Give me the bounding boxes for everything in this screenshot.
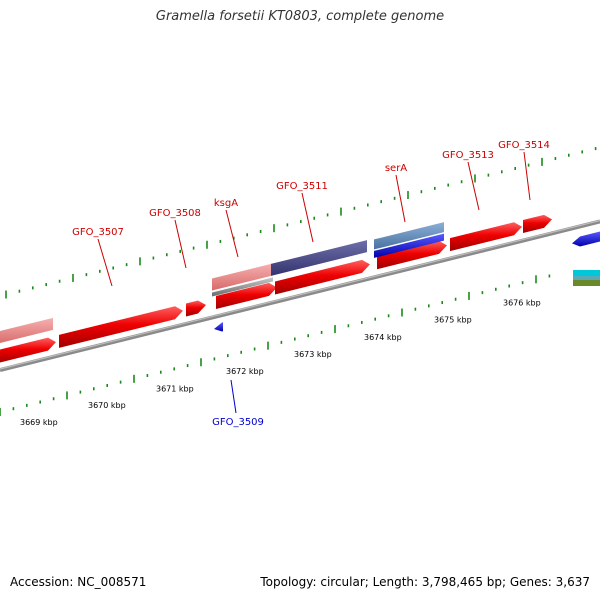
gene-leader-line: [301, 192, 314, 243]
gene-label: ksgA: [214, 198, 238, 209]
gene-steel: [374, 222, 444, 250]
gene-leader-line: [225, 209, 239, 258]
backbone-line: [0, 219, 600, 372]
gene-forward: [59, 306, 183, 348]
gene-label: GFO_3507: [72, 227, 124, 238]
gene-pseudo: [212, 263, 273, 291]
genome-summary-text: Topology: circular; Length: 3,798,465 bp…: [260, 575, 590, 589]
gene-leader-line: [230, 379, 237, 414]
gene-highlight: [271, 240, 367, 276]
gene-label: GFO_3508: [149, 208, 201, 219]
kbp-tick-label: 3669 kbp: [20, 418, 58, 427]
gene-leader-line: [97, 238, 113, 287]
gene-features: [0, 214, 600, 363]
gene-reverse: [214, 322, 223, 332]
gene-forward: [450, 222, 522, 252]
gene-forward: [186, 300, 206, 317]
gene-forward: [0, 337, 56, 363]
kbp-tick-label: 3671 kbp: [156, 384, 194, 393]
kbp-tick-label: 3673 kbp: [294, 350, 332, 359]
map-title: Gramella forsetii KT0803, complete genom…: [155, 9, 445, 24]
kbp-tick-label: 3676 kbp: [503, 299, 541, 308]
gene-forward: [275, 259, 370, 295]
gene-leader-line: [174, 219, 187, 269]
kbp-tick-label: 3672 kbp: [226, 367, 264, 376]
gene-grey-strip: [212, 277, 273, 297]
gene-forward: [216, 282, 277, 310]
gene-olive: [573, 280, 600, 286]
accession-text: Accession: NC_008571: [10, 575, 147, 589]
gene-leader-line: [395, 174, 406, 223]
kbp-tick-label: 3670 kbp: [88, 401, 126, 410]
gene-forward: [523, 214, 552, 234]
gene-pseudo: [0, 317, 53, 343]
gene-labels: 3669 kbp 3670 kbp 3671 kbp 3672 kbp 3673 kbp…: [20, 140, 550, 428]
gene-label: GFO_3513: [442, 150, 494, 161]
gene-leader-line: [467, 161, 480, 211]
gene-cyan: [573, 270, 600, 276]
tick-marks: [0, 147, 597, 416]
kbp-tick-label: 3675 kbp: [434, 316, 472, 325]
backbone-highlight: [0, 219, 600, 370]
gene-leader-line: [523, 151, 531, 201]
gene-reverse: [572, 231, 600, 247]
gene-blue-strip: [374, 233, 444, 258]
gene-label: GFO_3514: [498, 140, 550, 151]
gene-label: GFO_3511: [276, 181, 328, 192]
gene-forward: [377, 240, 447, 270]
backbone: [0, 219, 600, 372]
gene-label: serA: [385, 163, 407, 174]
kbp-tick-label: 3674 kbp: [364, 333, 402, 342]
gene-label: GFO_3509: [212, 417, 264, 428]
gene-teal: [573, 276, 600, 280]
